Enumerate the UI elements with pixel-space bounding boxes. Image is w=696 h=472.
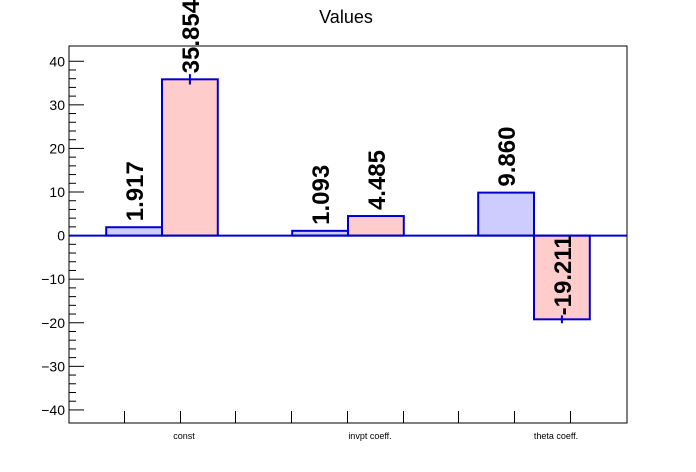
y-tick-label: 20 — [49, 140, 65, 156]
data-label: -19.211 — [550, 235, 577, 315]
bar — [477, 191, 536, 237]
data-labels: 1.917 35.854 1.093 4.485 9.860 -19.211 — [122, 0, 577, 315]
bars — [105, 74, 591, 324]
bar — [533, 234, 591, 321]
y-tick-label: 10 — [49, 184, 65, 200]
data-label: 1.093 — [308, 165, 335, 225]
category-label: invpt coeff. — [348, 431, 391, 441]
y-tick-label: −20 — [41, 315, 65, 331]
category-label: const — [173, 431, 195, 441]
category-label: theta coeff. — [534, 431, 578, 441]
bar — [105, 226, 163, 237]
y-tick-label: 40 — [49, 53, 65, 69]
y-tick-label: 0 — [57, 228, 65, 244]
y-tick-label: −10 — [41, 271, 65, 287]
bar — [347, 215, 405, 237]
y-axis: −40 −30 −20 −10 0 10 20 30 40 — [41, 53, 84, 418]
data-label: 35.854 — [178, 0, 205, 73]
y-tick-label: −30 — [41, 358, 65, 374]
y-tick-label: 30 — [49, 97, 65, 113]
data-label: 1.917 — [122, 161, 149, 221]
x-axis: const invpt coeff. theta coeff. — [124, 411, 578, 441]
bar — [161, 78, 219, 237]
chart-title: Values — [319, 7, 373, 27]
y-tick-label: −40 — [41, 402, 65, 418]
data-label: 9.860 — [494, 127, 521, 187]
data-label: 4.485 — [364, 150, 391, 210]
